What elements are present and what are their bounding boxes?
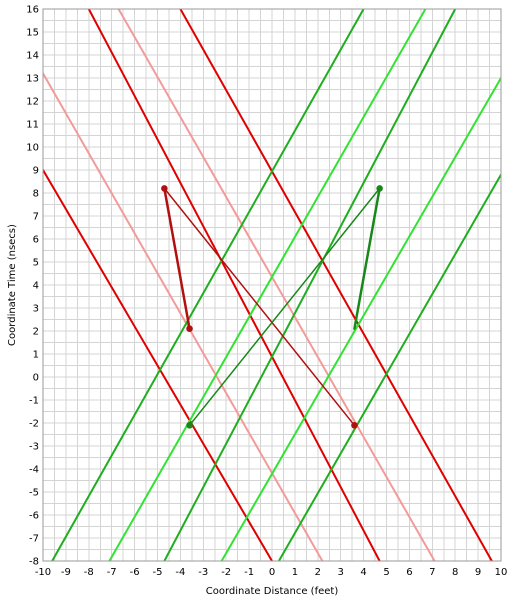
plot-frame [42, 8, 502, 562]
y-tick-label: 13 [26, 74, 39, 85]
y-tick-label: -8 [29, 557, 39, 568]
x-tick-label: -1 [244, 567, 254, 578]
series-line-dark-green [353, 187, 381, 330]
grid-lines [42, 8, 502, 562]
x-tick-label: 3 [338, 567, 344, 578]
y-tick-label: -6 [29, 511, 39, 522]
x-tick-label: 10 [495, 567, 508, 578]
series-line-dark-red [163, 187, 356, 427]
x-axis-label: Coordinate Distance (feet) [206, 586, 339, 597]
series-lines [43, 9, 501, 561]
y-tick-label: 6 [33, 235, 39, 246]
y-tick-label: 9 [33, 166, 39, 177]
x-tick-label: -5 [153, 567, 163, 578]
series-line-red [43, 169, 273, 561]
y-tick-label: 3 [33, 304, 39, 315]
x-tick-label: 5 [383, 567, 389, 578]
y-tick-label: 11 [26, 120, 39, 131]
y-tick-label: -2 [29, 419, 39, 430]
x-tick-label: -7 [107, 567, 117, 578]
x-tick-label: 2 [315, 567, 321, 578]
series-line-green [277, 173, 501, 561]
y-tick-label: 7 [33, 212, 39, 223]
y-tick-label: 14 [26, 51, 39, 62]
y-axis-label: Coordinate Time (nsecs) [7, 224, 18, 346]
data-point-dark-red [186, 325, 193, 333]
x-tick-labels: -10 -9 -8 -7 -6 -5 -4 -3 -2 -1 0 1 2 3 4 5 6 7 8 9 10 [35, 567, 508, 578]
series-line-dark-red [163, 187, 191, 330]
x-tick-label: -8 [84, 567, 94, 578]
data-points [161, 185, 383, 429]
x-tick-label: 0 [269, 567, 275, 578]
y-tick-label: 5 [33, 258, 39, 269]
x-tick-label: 4 [360, 567, 366, 578]
x-tick-label: 1 [292, 567, 298, 578]
series-line-pink [117, 9, 436, 561]
y-tick-label: 4 [33, 281, 39, 292]
series-line-green [163, 9, 457, 561]
x-tick-label: 8 [452, 567, 458, 578]
x-tick-label: -10 [35, 567, 51, 578]
series-line-pink [43, 72, 324, 561]
series-line-green [51, 9, 365, 561]
x-tick-label: -9 [61, 567, 71, 578]
series-line-dark-green [188, 187, 381, 427]
x-tick-label: 6 [406, 567, 412, 578]
y-tick-label: -3 [29, 442, 39, 453]
series-line-red [179, 9, 493, 561]
data-point-dark-green [376, 185, 383, 192]
x-tick-label: -6 [130, 567, 140, 578]
data-point-dark-green [186, 422, 193, 429]
y-tick-label: -1 [29, 396, 39, 407]
series-line-light-green [220, 77, 501, 561]
y-tick-label: -7 [29, 534, 39, 545]
series-line-light-green [108, 9, 427, 561]
data-point-dark-red [161, 185, 168, 192]
y-tick-label: -5 [29, 488, 39, 499]
x-tick-label: -4 [175, 567, 185, 578]
y-tick-label: 12 [26, 97, 39, 108]
x-tick-label: -3 [198, 567, 208, 578]
data-point-dark-red [351, 422, 358, 429]
y-tick-label: 8 [33, 189, 39, 200]
y-tick-label: 0 [33, 373, 39, 384]
y-tick-label: 16 [26, 5, 39, 16]
x-tick-label: 9 [475, 567, 481, 578]
y-tick-label: 10 [26, 143, 39, 154]
y-tick-label: 2 [33, 327, 39, 338]
y-tick-label: 1 [33, 350, 39, 361]
y-tick-label: -4 [29, 465, 39, 476]
y-tick-label: 15 [26, 28, 39, 39]
x-tick-label: 7 [429, 567, 435, 578]
x-tick-label: -2 [221, 567, 231, 578]
